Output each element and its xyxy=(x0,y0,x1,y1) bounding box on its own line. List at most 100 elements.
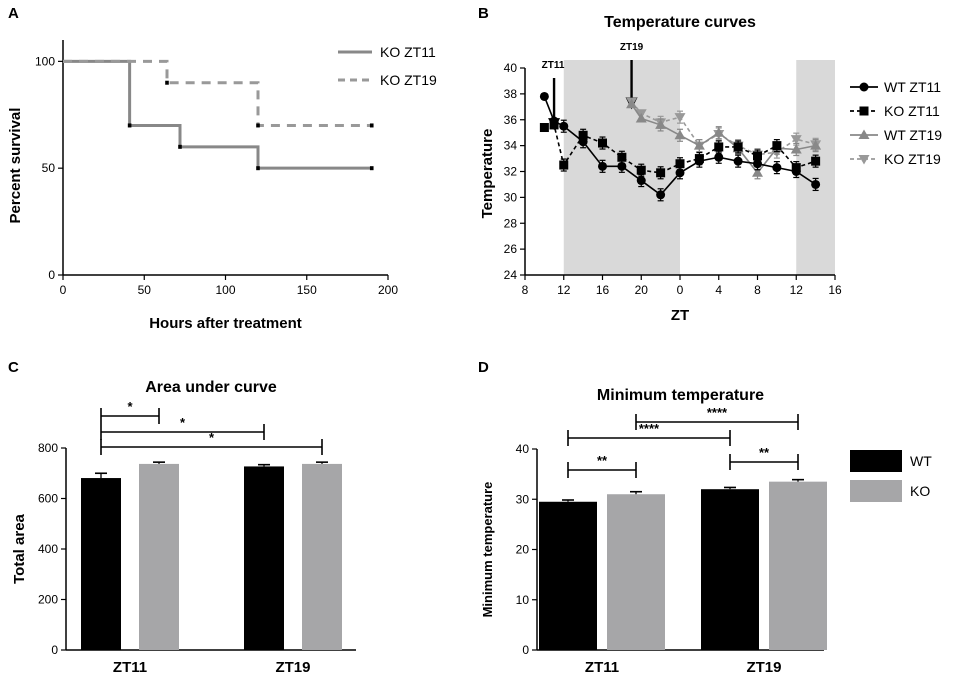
bar-ko-zt19 xyxy=(302,463,342,650)
data-point-triangle-up xyxy=(858,129,870,139)
panel-letter-b: B xyxy=(478,5,489,22)
panel-d: D Minimum temperature 0 10 20 30 40 Minimum tem… xyxy=(478,359,932,676)
data-point-circle xyxy=(675,168,685,178)
data-point-circle xyxy=(559,121,569,131)
data-point-triangle-up xyxy=(674,129,686,140)
x-tick-label-a: 200 xyxy=(378,283,398,297)
y-tick-label-a: 0 xyxy=(48,268,55,282)
y-tick-label-b: 30 xyxy=(504,190,518,204)
data-point-square xyxy=(539,123,549,133)
data-point-circle xyxy=(772,163,782,173)
y-tick-label: 800 xyxy=(38,441,58,455)
y-tick-label: 30 xyxy=(516,492,530,506)
y-tick-label: 0 xyxy=(51,643,58,657)
survival-tick-mark xyxy=(369,123,374,128)
chart-title-c: Area under curve xyxy=(145,379,277,396)
legend-label-d: WT xyxy=(910,453,932,469)
legend-label-b: WT ZT11 xyxy=(884,79,941,95)
x-tick-label-a: 0 xyxy=(60,283,67,297)
data-point-square xyxy=(656,168,666,178)
data-point-square xyxy=(733,142,743,152)
category-label: ZT19 xyxy=(275,659,310,676)
x-tick-label-b: 12 xyxy=(557,283,571,297)
bar-ko-zt19 xyxy=(769,481,827,650)
y-tick-label-b: 38 xyxy=(504,87,518,101)
legend-swatch-ko xyxy=(850,480,902,502)
data-point-square xyxy=(772,141,782,151)
data-point-square xyxy=(617,152,627,162)
series-wt-zt11 xyxy=(539,91,821,202)
chart-title-b: Temperature curves xyxy=(604,14,756,31)
x-tick-label-b: 8 xyxy=(754,283,761,297)
annotation-label-b: ZT19 xyxy=(620,42,644,53)
legend-label-d: KO xyxy=(910,483,930,499)
annotation-label-b: ZT11 xyxy=(542,60,565,71)
data-point-circle xyxy=(733,156,743,166)
survival-tick-mark xyxy=(369,166,374,171)
x-tick-label-a: 100 xyxy=(215,283,235,297)
y-axis-label-a: Percent survival xyxy=(7,108,24,224)
data-point-circle xyxy=(539,91,549,101)
significance-label: **** xyxy=(707,405,728,420)
data-point-triangle-up xyxy=(752,167,763,177)
legend-label-b: KO ZT19 xyxy=(884,151,941,167)
legend-label-b: WT ZT19 xyxy=(884,127,942,143)
y-axis-label-d: Minimum temperature xyxy=(480,482,495,618)
data-point-circle xyxy=(859,82,869,92)
y-tick-label-a: 50 xyxy=(42,161,56,175)
x-tick-label-a: 150 xyxy=(297,283,317,297)
x-tick-label-a: 50 xyxy=(138,283,152,297)
data-point-circle xyxy=(811,179,821,189)
legend-label-a: KO ZT11 xyxy=(380,44,436,60)
data-point-triangle-down xyxy=(790,135,802,145)
data-point-triangle-up xyxy=(693,140,705,150)
x-tick-label-b: 16 xyxy=(596,283,610,297)
legend-swatch-wt xyxy=(850,450,902,472)
category-label: ZT11 xyxy=(585,659,619,676)
data-point-circle xyxy=(753,159,762,169)
data-point-circle xyxy=(636,176,646,186)
data-point-circle xyxy=(791,167,801,176)
survival-curve-ko-zt11 xyxy=(63,59,372,170)
x-tick-label-b: 0 xyxy=(677,283,684,297)
y-tick-label-a: 100 xyxy=(35,54,55,68)
panel-letter-c: C xyxy=(8,359,19,376)
survival-tick-mark xyxy=(256,166,260,171)
y-tick-label: 0 xyxy=(522,643,529,657)
data-point-triangle-down xyxy=(674,113,686,123)
panel-letter-d: D xyxy=(478,359,489,376)
panel-c: C Area under curve 0 200 400 600 800 Total area… xyxy=(8,359,356,676)
survival-tick-mark xyxy=(178,144,182,149)
data-point-circle xyxy=(598,161,607,171)
survival-tick-mark xyxy=(127,123,132,128)
x-axis-label-b: ZT xyxy=(671,307,689,324)
data-point-triangle-up xyxy=(713,127,725,137)
data-point-square xyxy=(598,138,607,148)
panel-b: B Temperature curves 8 12 16 20 0 4 8 12 16 24 26 28 3… xyxy=(478,5,942,324)
legend-label-b: KO ZT11 xyxy=(884,103,940,119)
bar-ko-zt11 xyxy=(139,463,179,650)
y-tick-label-b: 24 xyxy=(504,268,518,282)
data-point-square xyxy=(636,165,646,175)
x-tick-label-b: 20 xyxy=(635,283,649,297)
data-point-triangle-up xyxy=(790,144,802,154)
y-tick-label: 200 xyxy=(38,593,58,607)
y-tick-label-b: 26 xyxy=(504,242,518,256)
legend-label-a: KO ZT19 xyxy=(380,72,437,88)
y-tick-label: 20 xyxy=(516,543,530,557)
data-point-circle xyxy=(714,152,724,162)
survival-tick-mark xyxy=(165,80,169,85)
panel-letter-a: A xyxy=(8,5,19,22)
x-tick-label-b: 16 xyxy=(828,283,842,297)
bar-wt-zt11 xyxy=(81,478,121,650)
x-tick-label-b: 8 xyxy=(522,283,529,297)
y-tick-label-b: 36 xyxy=(504,113,518,127)
bar-wt-zt19 xyxy=(244,466,284,650)
data-point-square xyxy=(714,142,724,152)
data-point-triangle-up xyxy=(810,140,822,150)
data-point-square xyxy=(675,159,685,169)
x-tick-label-b: 4 xyxy=(715,283,722,297)
data-point-square xyxy=(811,156,821,166)
y-tick-label: 40 xyxy=(516,442,530,456)
